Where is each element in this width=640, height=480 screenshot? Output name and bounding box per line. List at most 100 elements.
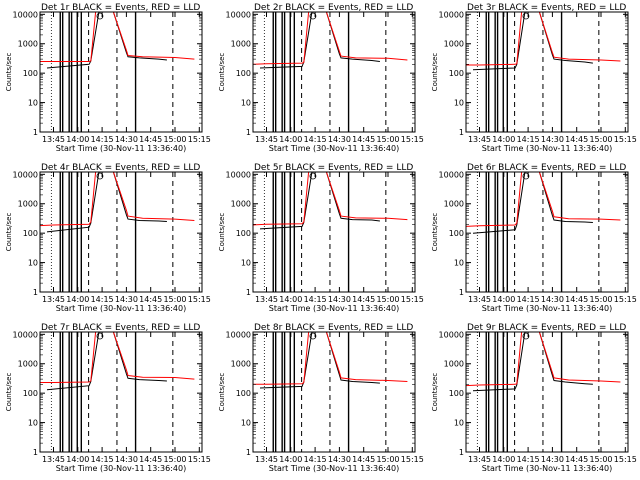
x-tick-label: 14:30 (328, 295, 351, 304)
x-tick-label: 14:45 (352, 135, 375, 144)
plot-area (253, 332, 408, 452)
y-tick-label: 10 (454, 419, 464, 428)
axes-frame (252, 11, 416, 133)
events-series-line (259, 172, 380, 230)
x-tick-label: 15:15 (401, 455, 424, 464)
lld-series-line (466, 172, 621, 227)
x-axis-label: Start Time (30-Nov-11 13:36:40) (56, 144, 186, 153)
y-axis-label: Counts/sec (431, 373, 439, 412)
panel-title: Det 3r BLACK = Events, RED = LLD (467, 3, 626, 13)
y-tick-label: 10 (241, 99, 251, 108)
y-tick-label: 10000 (226, 10, 251, 19)
x-tick-label: 14:15 (517, 295, 540, 304)
x-tick-label: 14:15 (304, 455, 327, 464)
x-tick-label: 15:15 (614, 455, 637, 464)
x-axis-label: Start Time (30-Nov-11 13:36:40) (482, 144, 612, 153)
x-tick-label: 14:30 (115, 135, 138, 144)
x-tick-label: 14:45 (139, 455, 162, 464)
x-tick-label: 14:00 (492, 455, 515, 464)
panel-2: Det 2r BLACK = Events, RED = LLD 1 10 100 10… (218, 3, 424, 153)
x-tick-label: 15:15 (401, 135, 424, 144)
x-tick-label: 14:45 (352, 455, 375, 464)
event-marker (522, 172, 530, 180)
x-tick-label: 14:30 (328, 135, 351, 144)
lld-series-line (253, 172, 408, 226)
x-tick-label: 13:45 (42, 295, 65, 304)
x-tick-label: 13:45 (468, 135, 491, 144)
y-tick-label: 10000 (439, 330, 464, 339)
y-tick-label: 10000 (13, 170, 38, 179)
axes-frame (465, 171, 629, 293)
y-axis-label: Counts/sec (431, 53, 439, 92)
x-tick-label: 13:45 (42, 135, 65, 144)
x-tick-label: 14:00 (279, 295, 302, 304)
axes-frame (252, 331, 416, 453)
y-tick-label: 10 (241, 259, 251, 268)
y-tick-label: 10 (28, 99, 38, 108)
x-axis-label: Start Time (30-Nov-11 13:36:40) (482, 464, 612, 473)
panel-title: Det 1r BLACK = Events, RED = LLD (41, 3, 200, 13)
axes-frame (39, 331, 203, 453)
lld-series-line (40, 172, 195, 227)
event-marker (522, 12, 530, 20)
panel-title: Det 6r BLACK = Events, RED = LLD (467, 163, 626, 173)
plot-area (253, 12, 408, 132)
event-marker (96, 172, 104, 180)
x-tick-label: 15:15 (614, 135, 637, 144)
x-tick-label: 14:45 (565, 295, 588, 304)
x-tick-label: 15:00 (589, 135, 612, 144)
axes-frame (465, 11, 629, 133)
y-tick-label: 10000 (439, 170, 464, 179)
x-tick-label: 14:00 (492, 135, 515, 144)
x-tick-label: 14:45 (565, 455, 588, 464)
x-tick-label: 14:15 (517, 455, 540, 464)
panel-title: Det 7r BLACK = Events, RED = LLD (41, 323, 200, 333)
panel-6: Det 6r BLACK = Events, RED = LLD 1 10 100 10… (431, 163, 637, 313)
y-tick-label: 10 (28, 259, 38, 268)
y-axis-label: Counts/sec (218, 373, 226, 412)
x-tick-label: 15:00 (376, 135, 399, 144)
x-tick-label: 14:45 (565, 135, 588, 144)
lld-series-line (40, 332, 195, 383)
y-tick-label: 100 (449, 229, 464, 238)
y-tick-label: 100 (23, 69, 38, 78)
x-tick-label: 14:30 (115, 455, 138, 464)
x-tick-label: 14:15 (91, 455, 114, 464)
lld-series-line (253, 332, 408, 385)
y-tick-label: 1000 (231, 200, 251, 209)
plot-area (466, 12, 621, 132)
x-tick-label: 14:00 (66, 295, 89, 304)
y-tick-label: 10000 (13, 10, 38, 19)
x-tick-label: 13:45 (255, 295, 278, 304)
x-tick-label: 14:15 (304, 295, 327, 304)
lld-series-line (40, 12, 195, 62)
y-tick-label: 100 (449, 389, 464, 398)
y-axis-label: Counts/sec (431, 213, 439, 252)
plot-area (466, 172, 621, 292)
x-tick-label: 14:15 (304, 135, 327, 144)
y-tick-label: 10000 (226, 330, 251, 339)
plot-area (40, 332, 195, 452)
y-tick-label: 1000 (18, 360, 38, 369)
x-tick-label: 14:30 (541, 295, 564, 304)
y-tick-label: 1 (246, 128, 251, 137)
events-series-line (472, 172, 593, 234)
panel-5: Det 5r BLACK = Events, RED = LLD 1 10 100 10… (218, 163, 424, 313)
events-series-line (46, 332, 167, 391)
lld-series-line (466, 332, 621, 387)
y-tick-label: 1 (246, 448, 251, 457)
y-axis-label: Counts/sec (218, 53, 226, 92)
y-axis-label: Counts/sec (5, 53, 13, 92)
panel-3: Det 3r BLACK = Events, RED = LLD 1 10 100 10… (431, 3, 637, 153)
x-tick-label: 14:00 (279, 455, 302, 464)
y-tick-label: 1000 (231, 40, 251, 49)
y-tick-label: 1 (33, 288, 38, 297)
panel-title: Det 8r BLACK = Events, RED = LLD (254, 323, 413, 333)
event-marker (96, 12, 104, 20)
x-axis-label: Start Time (30-Nov-11 13:36:40) (269, 464, 399, 473)
plot-area (466, 332, 621, 452)
axes-frame (39, 11, 203, 133)
x-tick-label: 14:00 (66, 135, 89, 144)
events-series-line (259, 12, 380, 69)
